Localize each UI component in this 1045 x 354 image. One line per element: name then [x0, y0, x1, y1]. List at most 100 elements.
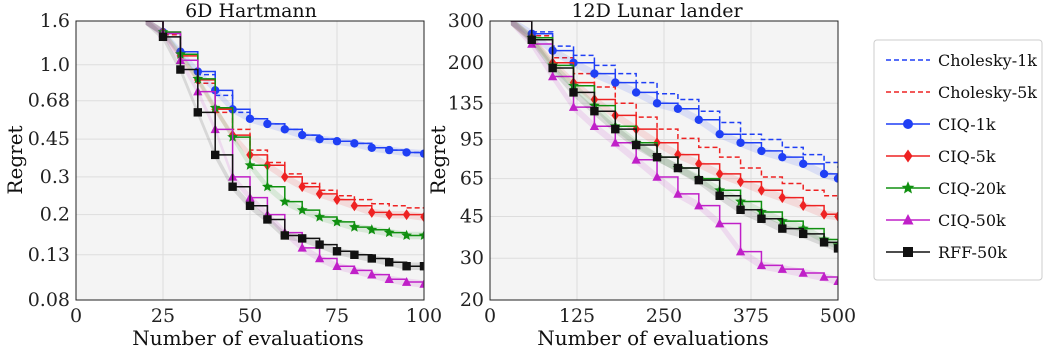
data-point-ciq-5k	[736, 176, 745, 188]
y-tick-label: 300	[448, 10, 484, 32]
data-point-ciq-20k	[418, 229, 424, 241]
y-tick-label: 20	[460, 289, 484, 311]
data-point-ciq-1k	[778, 152, 787, 162]
x-axis-label-lunar-lander: Number of evaluations	[537, 326, 769, 350]
y-tick-label: 135	[448, 92, 484, 114]
chart-legend: Cholesky-1k Cholesky-5k CIQ-1k CIQ-5k CIQ-20…	[873, 39, 1043, 281]
data-point-ciq-50k	[756, 260, 767, 270]
data-point-ciq-5k	[715, 168, 724, 180]
data-point-ciq-5k	[298, 181, 306, 193]
y-tick-label: 1.6	[40, 10, 70, 32]
y-axis-label-lunar-lander: Regret	[426, 125, 450, 194]
data-point-rff-50k	[367, 254, 376, 263]
data-point-rff-50k	[280, 231, 289, 240]
data-point-ciq-20k	[279, 195, 291, 207]
plot-frame-hartmann	[75, 20, 425, 301]
x-tick-label: 375	[733, 305, 769, 327]
legend-label-ciq-20k: CIQ-20k	[938, 179, 1006, 198]
x-tick-label: 75	[325, 305, 349, 327]
data-point-ciq-1k	[736, 138, 745, 147]
data-point-rff-50k	[176, 65, 185, 74]
data-point-rff-50k	[263, 215, 272, 224]
data-point-rff-50k	[833, 244, 838, 253]
data-point-ciq-1k	[315, 134, 324, 144]
data-point-ciq-5k	[333, 194, 341, 206]
y-tick-label: 0.45	[28, 128, 70, 150]
data-point-ciq-5k	[385, 209, 393, 221]
data-point-ciq-1k	[799, 159, 808, 169]
data-point-ciq-20k	[349, 221, 360, 232]
data-point-ciq-5k	[834, 210, 838, 222]
data-point-rff-50k	[673, 163, 683, 173]
data-point-ciq-50k	[819, 271, 829, 281]
data-point-ciq-1k	[367, 143, 376, 153]
series-line-cholesky-5k	[145, 21, 424, 209]
chart-panel-hartmann: 6D Hartmann Number of evaluations Regret…	[3, 0, 442, 350]
data-point-rff-50k	[757, 214, 766, 223]
data-point-ciq-20k	[366, 224, 378, 235]
data-point-ciq-1k	[611, 78, 620, 87]
data-point-ciq-5k	[281, 171, 289, 183]
data-point-rff-50k	[211, 150, 220, 160]
series-line-cholesky-1k	[510, 21, 838, 169]
legend-label-ciq-50k: CIQ-50k	[938, 211, 1006, 230]
data-point-ciq-1k	[350, 139, 359, 148]
data-point-rff-50k	[694, 175, 703, 185]
x-tick-label: 125	[559, 305, 595, 327]
x-axis-label-hartmann: Number of evaluations	[132, 326, 364, 350]
data-point-ciq-50k	[735, 246, 746, 256]
data-point-ciq-5k	[778, 192, 787, 204]
y-tick-label: 95	[460, 128, 484, 150]
data-point-ciq-5k	[757, 184, 766, 196]
y-tick-label: 0.2	[40, 204, 70, 226]
y-tick-label: 1.0	[40, 54, 70, 76]
data-point-rff-50k	[652, 152, 662, 162]
data-point-ciq-1k	[402, 148, 411, 157]
y-tick-label: 0.68	[28, 90, 70, 112]
data-point-ciq-20k	[262, 181, 273, 192]
data-point-ciq-50k	[610, 137, 620, 147]
data-point-ciq-50k	[367, 269, 377, 279]
data-point-ciq-50k	[384, 274, 394, 283]
data-point-ciq-1k	[819, 169, 829, 179]
data-point-ciq-50k	[777, 264, 787, 273]
data-point-ciq-50k	[589, 121, 600, 131]
data-point-rff-50k	[193, 108, 202, 117]
data-point-ciq-5k	[820, 208, 828, 220]
data-point-ciq-20k	[314, 211, 325, 222]
data-point-ciq-20k	[331, 216, 343, 227]
x-tick-label: 100	[406, 305, 442, 327]
data-point-ciq-1k	[298, 130, 307, 140]
data-point-ciq-1k	[631, 88, 641, 97]
data-point-ciq-1k	[652, 99, 662, 108]
data-point-ciq-50k	[694, 200, 704, 210]
data-point-ciq-50k	[349, 265, 360, 275]
data-point-rff-50k	[548, 63, 557, 73]
legend-label-rff-50k: RFF-50k	[938, 243, 1007, 262]
data-point-ciq-50k	[419, 278, 424, 288]
legend-label-cholesky-5k: Cholesky-5k	[938, 83, 1037, 102]
legend-marker-ciq-50k	[902, 214, 914, 225]
data-point-rff-50k	[569, 88, 578, 97]
y-tick-label: 65	[460, 168, 484, 190]
legend-label-ciq-1k: CIQ-1k	[938, 115, 996, 134]
data-point-rff-50k	[590, 106, 599, 116]
series-band-ciq-20k	[145, 21, 424, 240]
data-point-rff-50k	[315, 240, 324, 249]
y-tick-label: 0.08	[28, 289, 70, 311]
data-point-ciq-1k	[263, 119, 272, 129]
x-tick-label: 250	[646, 305, 682, 327]
data-point-ciq-1k	[280, 125, 289, 134]
y-tick-label: 30	[460, 247, 484, 269]
data-point-ciq-50k	[568, 102, 579, 111]
x-tick-label: 25	[151, 305, 175, 327]
data-point-rff-50k	[611, 124, 620, 134]
data-point-rff-50k	[631, 140, 641, 150]
data-point-rff-50k	[350, 250, 359, 259]
chart-title-lunar-lander: 12D Lunar lander	[571, 0, 743, 22]
data-point-ciq-5k	[368, 206, 376, 218]
data-point-ciq-50k	[631, 154, 641, 164]
data-point-ciq-1k	[245, 114, 255, 123]
data-point-ciq-50k	[401, 277, 412, 286]
x-tick-label: 0	[70, 305, 82, 327]
